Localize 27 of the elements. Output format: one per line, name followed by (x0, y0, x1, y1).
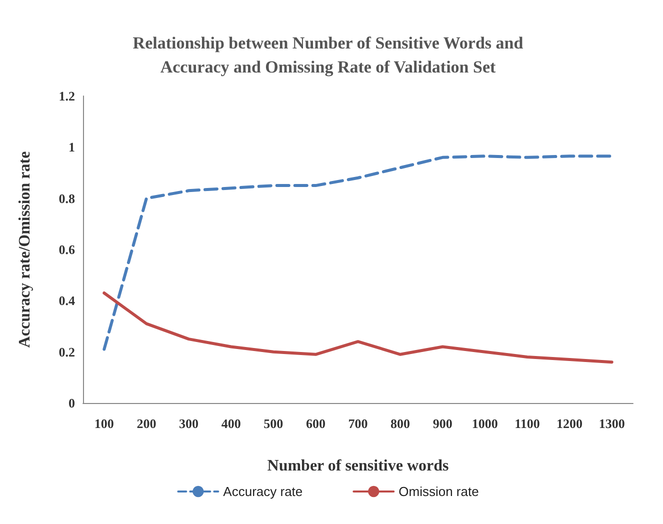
y-tick-label: 0 (68, 396, 75, 410)
y-tick-label: 1.2 (58, 88, 75, 104)
legend-label: Omission rate (398, 484, 479, 499)
y-tick-label: 1 (68, 140, 75, 155)
x-tick-label: 1000 (472, 416, 498, 431)
y-tick-label: 0.2 (58, 344, 75, 360)
y-tick-label: 0.4 (58, 293, 76, 308)
x-tick-label: 1300 (598, 416, 625, 431)
chart-title: Relationship between Number of Sensitive Words and Accuracy and Omissing Rate of Validation Set (132, 34, 524, 76)
x-tick-label: 600 (306, 416, 326, 431)
x-tick-label: 1200 (556, 416, 583, 431)
x-tick-label: 1100 (514, 416, 540, 431)
x-tick-label: 300 (179, 416, 199, 431)
y-axis-title: Accuracy rate/Omission rate (16, 151, 34, 348)
y-tick-label: 0.8 (58, 190, 76, 206)
x-tick-label: 700 (348, 416, 368, 431)
y-tick-label: 0.6 (58, 242, 76, 257)
x-tick-label: 200 (136, 416, 156, 431)
x-tick-label: 400 (221, 416, 241, 431)
x-tick-label: 900 (432, 416, 452, 431)
x-tick-label: 100 (94, 416, 114, 431)
legend-label: Accuracy rate (223, 484, 303, 499)
x-tick-label: 800 (390, 416, 410, 431)
line-series (102, 154, 614, 351)
line-series (102, 291, 614, 364)
x-axis-title: Number of sensitive words (267, 458, 449, 474)
x-tick-label: 500 (264, 416, 284, 431)
